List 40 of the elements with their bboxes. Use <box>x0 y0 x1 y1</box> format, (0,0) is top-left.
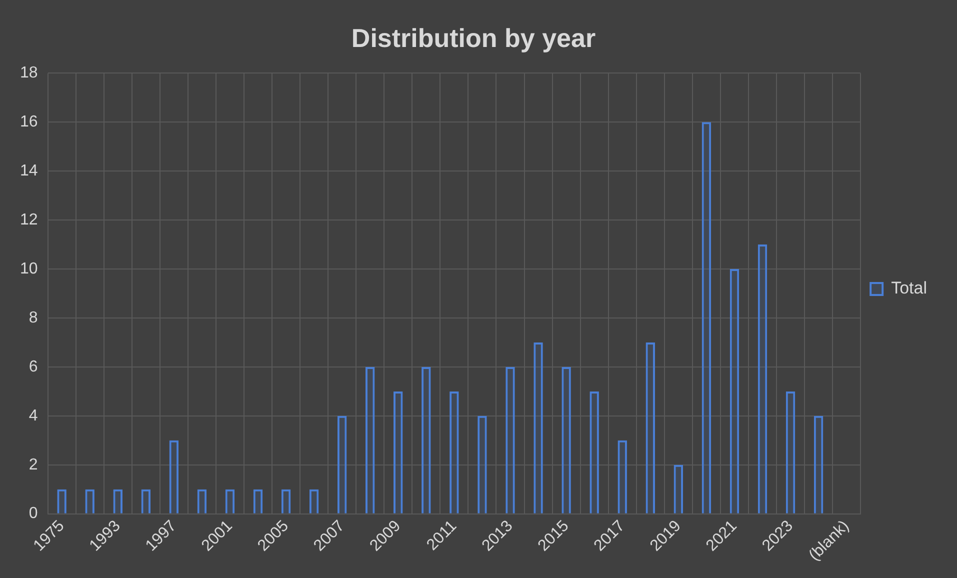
bar <box>562 366 571 514</box>
bar <box>422 366 431 514</box>
bar <box>618 440 627 514</box>
legend-label: Total <box>891 278 928 298</box>
bar <box>450 391 459 514</box>
bar <box>534 342 543 514</box>
bar <box>85 489 94 514</box>
bar <box>365 366 375 514</box>
y-tick-label: 8 <box>28 309 38 326</box>
bar <box>197 489 207 514</box>
y-tick-label: 4 <box>28 407 38 424</box>
bar <box>646 342 656 514</box>
y-tick-label: 16 <box>20 114 38 131</box>
bar <box>702 122 712 514</box>
bar <box>730 269 740 514</box>
y-tick-label: 6 <box>28 358 38 376</box>
bar <box>758 244 768 514</box>
bar <box>337 416 347 514</box>
y-tick-label: 12 <box>20 211 38 228</box>
bar <box>786 391 796 514</box>
y-tick-label: 2 <box>28 456 38 474</box>
bar <box>309 489 319 514</box>
bar <box>253 489 263 514</box>
bar <box>113 489 122 514</box>
y-tick-label: 14 <box>20 162 38 180</box>
bar <box>225 489 235 514</box>
bar <box>394 391 403 514</box>
bar <box>169 440 179 514</box>
y-tick-label: 0 <box>28 505 38 522</box>
chart-title: Distribution by year <box>351 22 596 53</box>
bar <box>814 416 824 514</box>
y-tick-label: 18 <box>20 64 38 82</box>
bar <box>506 366 515 514</box>
y-tick-label: 10 <box>20 260 38 278</box>
bar <box>141 489 151 514</box>
bar <box>478 416 487 514</box>
bar <box>590 391 599 514</box>
bar <box>674 464 684 514</box>
bar <box>57 489 66 514</box>
bar <box>281 489 291 514</box>
